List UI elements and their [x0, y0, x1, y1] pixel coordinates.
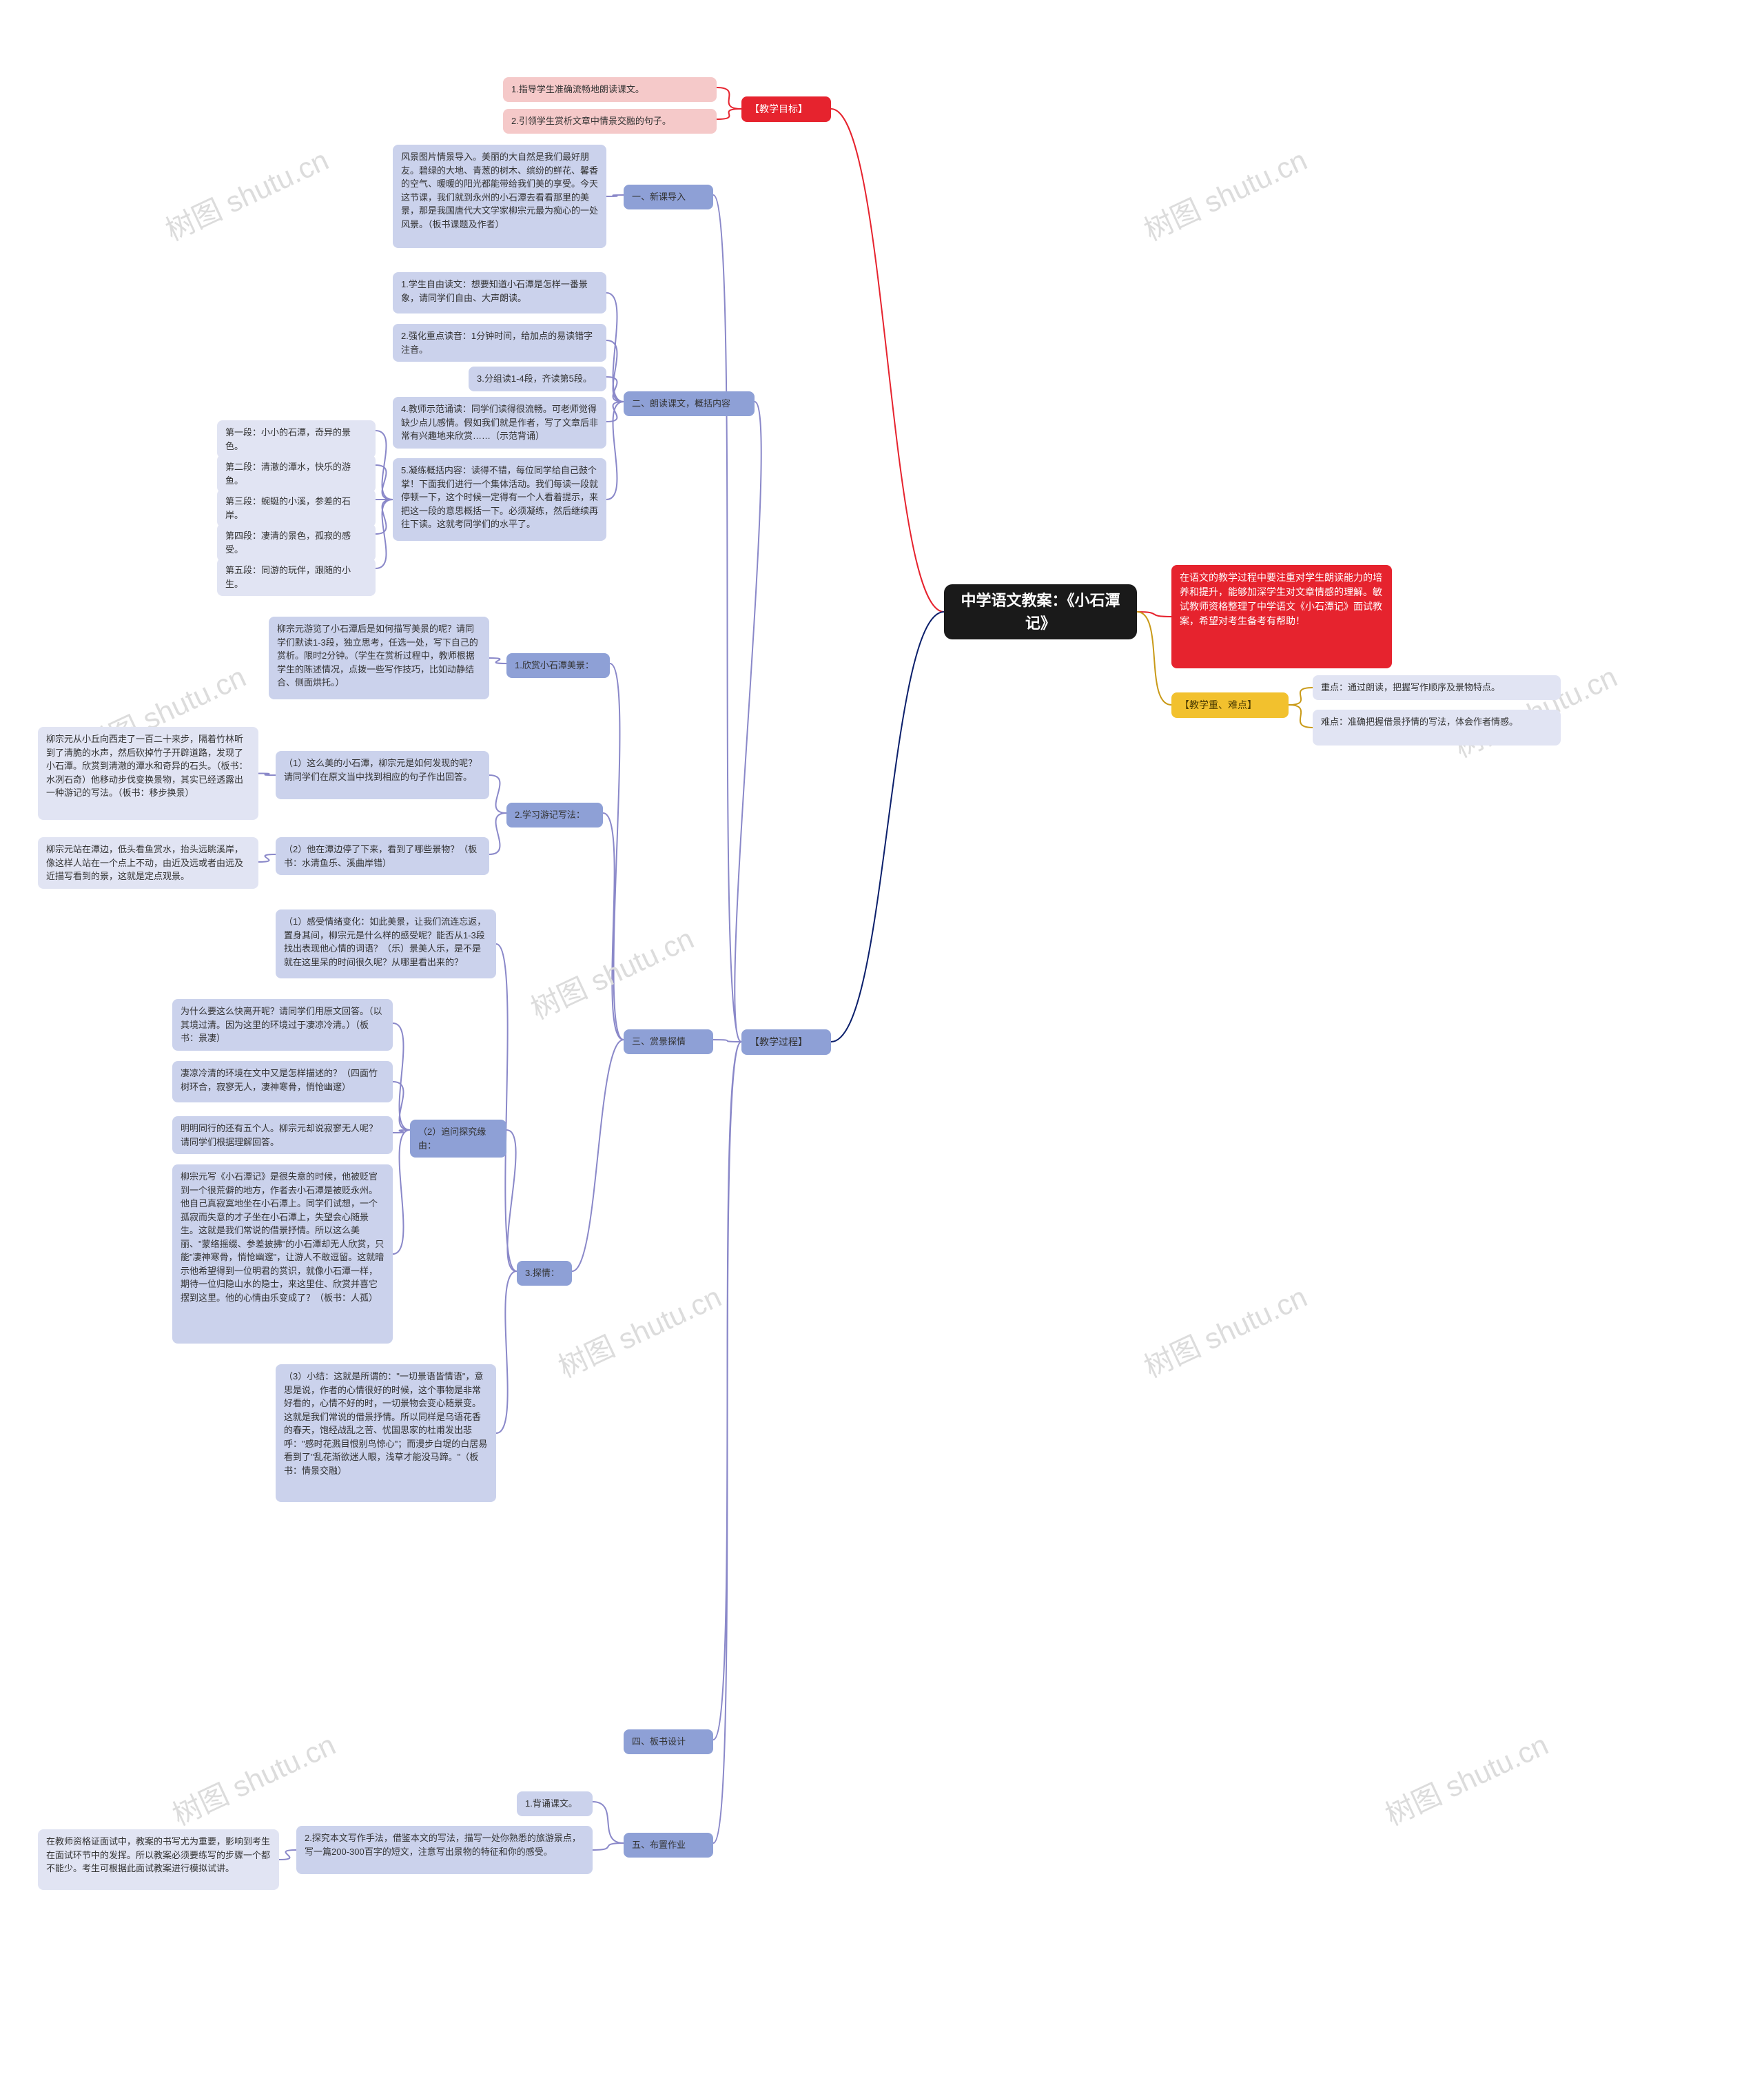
node-s5_2[interactable]: 2.探究本文写作手法，借鉴本文的写法，描写一处你熟悉的旅游景点，写一篇200-3…	[296, 1826, 593, 1874]
watermark: 树图 shutu.cn	[1377, 1722, 1554, 1834]
node-s3_2a[interactable]: （1）这么美的小石潭，柳宗元是如何发现的呢？请同学们在原文当中找到相应的句子作出…	[276, 751, 489, 799]
node-s2_4[interactable]: 4.教师示范诵读：同学们读得很流畅。可老师觉得缺少点儿感情。假如我们就是作者，写…	[393, 397, 606, 449]
node-s3_1box[interactable]: 柳宗元游览了小石潭后是如何描写美景的呢？请同学们默读1-3段，独立思考，任选一处…	[269, 617, 489, 699]
node-keypoint[interactable]: 【教学重、难点】	[1171, 692, 1289, 718]
node-s3_3_2a[interactable]: 为什么要这么快离开呢？请同学们用原文回答。（以其境过清。因为这里的环境过于凄凉冷…	[172, 999, 393, 1051]
node-s5_1[interactable]: 1.背诵课文。	[517, 1791, 593, 1816]
node-p2_5_1[interactable]: 第一段：小小的石潭，奇异的景色。	[217, 420, 376, 458]
node-s3_3_2d[interactable]: 柳宗元写《小石潭记》是很失意的时候，他被贬官到一个很荒僻的地方，作者去小石潭是被…	[172, 1164, 393, 1344]
node-s3_3[interactable]: 3.探情：	[517, 1261, 572, 1286]
node-p2_5_5[interactable]: 第五段：同游的玩伴，跟随的小生。	[217, 558, 376, 596]
node-s1box[interactable]: 风景图片情景导入。美丽的大自然是我们最好朋友。碧绿的大地、青葱的树木、缤纷的鲜花…	[393, 145, 606, 248]
watermark: 树图 shutu.cn	[165, 1722, 341, 1834]
node-s3_2b[interactable]: （2）他在潭边停了下来，看到了哪些景物？（板书：水清鱼乐、溪曲岸错）	[276, 837, 489, 875]
watermark: 树图 shutu.cn	[523, 916, 699, 1028]
watermark: 树图 shutu.cn	[551, 1274, 727, 1386]
node-s2_3[interactable]: 3.分组读1-4段，齐读第5段。	[469, 367, 606, 391]
node-goal[interactable]: 【教学目标】	[741, 96, 831, 122]
node-s3_2[interactable]: 2.学习游记写法：	[506, 803, 603, 827]
node-p2_5_2[interactable]: 第二段：清澈的潭水，快乐的游鱼。	[217, 455, 376, 493]
node-intro[interactable]: 在语文的教学过程中要注重对学生朗读能力的培养和提升，能够加深学生对文章情感的理解…	[1171, 565, 1392, 668]
watermark: 树图 shutu.cn	[1136, 137, 1313, 249]
node-s2_1[interactable]: 1.学生自由读文：想要知道小石潭是怎样一番景象，请同学们自由、大声朗读。	[393, 272, 606, 313]
node-s1[interactable]: 一、新课导入	[624, 185, 713, 209]
watermark: 树图 shutu.cn	[1136, 1274, 1313, 1386]
node-s5_note[interactable]: 在教师资格证面试中，教案的书写尤为重要，影响到考生在面试环节中的发挥。所以教案必…	[38, 1829, 279, 1890]
node-s2[interactable]: 二、朗读课文，概括内容	[624, 391, 755, 416]
node-s3[interactable]: 三、赏景探情	[624, 1029, 713, 1054]
node-kp2[interactable]: 难点：准确把握借景抒情的写法，体会作者情感。	[1313, 710, 1561, 746]
node-s3_3_2[interactable]: （2）追问探究缘由：	[410, 1120, 506, 1158]
node-p2_5_3[interactable]: 第三段：蜿蜒的小溪，参差的石岸。	[217, 489, 376, 527]
root-node[interactable]: 中学语文教案：《小石潭记》	[944, 584, 1137, 639]
node-s3_3_2c[interactable]: 明明同行的还有五个人。柳宗元却说寂寥无人呢？请同学们根据理解回答。	[172, 1116, 393, 1154]
node-goal1[interactable]: 1.指导学生准确流畅地朗读课文。	[503, 77, 717, 102]
node-s5[interactable]: 五、布置作业	[624, 1833, 713, 1858]
node-s2_5[interactable]: 5.凝练概括内容：读得不错，每位同学给自己鼓个掌！下面我们进行一个集体活动。我们…	[393, 458, 606, 541]
node-s3_3_1[interactable]: （1）感受情绪变化：如此美景，让我们流连忘返，置身其间，柳宗元是什么样的感受呢？…	[276, 909, 496, 978]
node-goal2[interactable]: 2.引领学生赏析文章中情景交融的句子。	[503, 109, 717, 134]
mindmap-canvas: 树图 shutu.cn 树图 shutu.cn 树图 shutu.cn 树图 shut…	[0, 0, 1764, 2087]
watermark: 树图 shutu.cn	[158, 137, 334, 249]
node-s3_2a_det[interactable]: 柳宗元从小丘向西走了一百二十来步，隔着竹林听到了清脆的水声，然后砍掉竹子开辟道路…	[38, 727, 258, 820]
node-p2_5_4[interactable]: 第四段：凄清的景色，孤寂的感受。	[217, 524, 376, 562]
node-kp1[interactable]: 重点：通过朗读，把握写作顺序及景物特点。	[1313, 675, 1561, 700]
node-s3_2b_det[interactable]: 柳宗元站在潭边，低头看鱼赏水，抬头远眺溪岸，像这样人站在一个点上不动，由近及远或…	[38, 837, 258, 889]
node-s3_1[interactable]: 1.欣赏小石潭美景：	[506, 653, 610, 678]
node-proc[interactable]: 【教学过程】	[741, 1029, 831, 1055]
node-s3_3_2b[interactable]: 凄凉冷清的环境在文中又是怎样描述的？（四面竹树环合，寂寥无人，凄神寒骨，悄怆幽邃…	[172, 1061, 393, 1102]
node-s3_3_3[interactable]: （3）小结：这就是所谓的："一切景语皆情语"，意思是说，作者的心情很好的时候，这…	[276, 1364, 496, 1502]
node-s4[interactable]: 四、板书设计	[624, 1729, 713, 1754]
node-s2_2[interactable]: 2.强化重点读音：1分钟时间，给加点的易读错字注音。	[393, 324, 606, 362]
